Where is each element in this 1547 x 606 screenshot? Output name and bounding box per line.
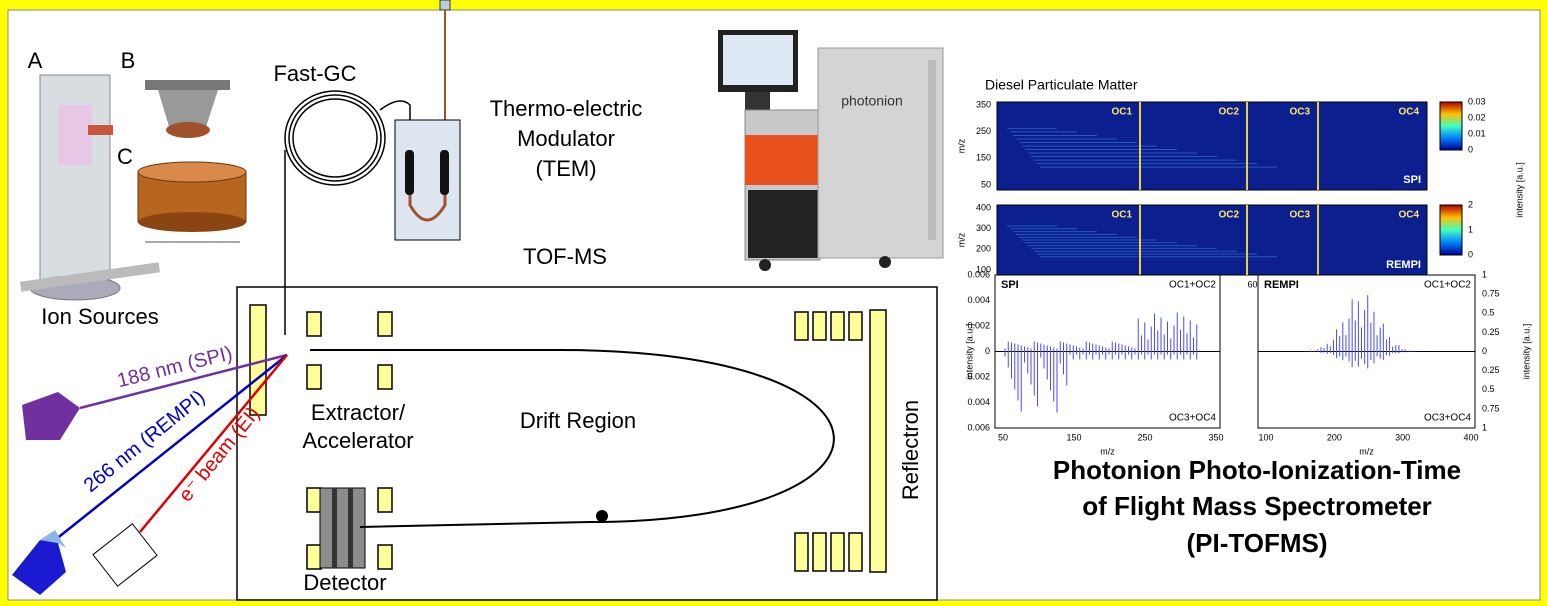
tem-box [394, 119, 461, 241]
colorbar-tick: 0 [1468, 249, 1473, 259]
segment-label: OC1+OC2 [1424, 280, 1471, 291]
tem-label: Modulator [517, 126, 615, 151]
caption: (PI-TOFMS) [1186, 528, 1327, 558]
y-tick-label: 0.25 [1482, 327, 1500, 337]
tem-loop [408, 150, 447, 222]
extractor-label: Extractor/ [311, 400, 406, 425]
x-tick-label: 600 [1247, 279, 1262, 289]
y-tick-label: 0.004 [967, 397, 990, 407]
label-a: A [28, 48, 43, 73]
drift-region-label: Drift Region [520, 408, 636, 433]
colorbar-tick: 2 [1468, 199, 1473, 209]
colorbar-tick: 0.03 [1468, 96, 1486, 106]
y-tick-label: 0.5 [1482, 384, 1495, 394]
tem-element [405, 150, 414, 195]
segment-label: OC3+OC4 [1424, 413, 1471, 424]
y-tick-label: 0.75 [1482, 403, 1500, 413]
segment-label: OC3 [1289, 210, 1310, 221]
y-tick-label: 300 [976, 223, 991, 233]
y-tick-label: 250 [976, 126, 991, 136]
tem-label: (TEM) [535, 156, 596, 181]
extractor-label: Accelerator [302, 428, 413, 453]
tem-element [440, 150, 449, 195]
y-tick-label: 150 [976, 153, 991, 163]
y-tick-label: 0.5 [1482, 308, 1495, 318]
y-axis-label: intensity [a.u.] [964, 324, 974, 380]
colorbar [1439, 101, 1463, 151]
segment-label: OC3 [1289, 107, 1310, 118]
y-tick-label: 400 [976, 202, 991, 212]
y-tick-label: 0.002 [967, 371, 990, 381]
x-tick-label: 50 [998, 432, 1008, 442]
colorbar-tick: 0 [1468, 144, 1473, 154]
colorbar-tick: 0.01 [1468, 128, 1486, 138]
y-tick-label: 0.006 [967, 269, 990, 279]
segment-label: OC1 [1111, 107, 1132, 118]
y-axis-label: m/z [956, 138, 966, 153]
segment-label: OC2 [1218, 107, 1239, 118]
segment-label: OC4 [1398, 210, 1419, 221]
y-tick-label: 1 [1482, 422, 1487, 432]
x-axis-label: m/z [1359, 446, 1374, 456]
reflectron-label: Reflectron [898, 400, 923, 500]
segment-label: OC1+OC2 [1169, 280, 1216, 291]
y-tick-label: 50 [981, 179, 991, 189]
mode-label: REMPI [1386, 259, 1421, 271]
y-tick-label: 100 [976, 264, 991, 274]
colorbar-tick: 0.02 [1468, 112, 1486, 122]
x-tick-label: 400 [1463, 432, 1478, 442]
segment-label: OC4 [1398, 107, 1419, 118]
y-axis-label: intensity [a.u.] [1521, 324, 1531, 380]
y-tick-label: 0 [1482, 346, 1487, 356]
instrument-photo [718, 30, 944, 271]
lasers [12, 353, 288, 595]
inset-title: Diesel Particulate Matter [985, 77, 1138, 93]
x-tick-label: 350 [1208, 432, 1223, 442]
logo: photonion [841, 93, 903, 109]
y-axis-label: m/z [956, 232, 966, 247]
mode-label: SPI [1403, 174, 1421, 186]
colorbar-label: intensity [a.u.] [1514, 162, 1524, 218]
y-tick-label: 0.004 [967, 295, 990, 305]
y-tick-label: 0.002 [967, 320, 990, 330]
fast-gc-label: Fast-GC [273, 61, 356, 86]
y-tick-label: 0 [985, 346, 990, 356]
x-axis-label: m/z [1100, 446, 1115, 456]
caption: Photonion Photo-Ionization-Time [1053, 455, 1461, 485]
tof-ms-label: TOF-MS [523, 244, 607, 269]
y-tick-label: 0.006 [967, 422, 990, 432]
caption: of Flight Mass Spectrometer [1082, 491, 1432, 521]
gc-column [284, 90, 411, 335]
ion-optics [249, 304, 887, 573]
y-tick-label: 1 [1482, 269, 1487, 279]
x-tick-label: 100 [1258, 432, 1273, 442]
x-tick-label: 300 [1395, 432, 1410, 442]
ion-sources-label: Ion Sources [41, 304, 158, 329]
x-tick-label: 250 [1137, 432, 1152, 442]
label-c: C [117, 144, 133, 169]
connector [439, 0, 451, 11]
colorbar-tick: 1 [1468, 224, 1473, 234]
segment-label: OC3+OC4 [1169, 413, 1216, 424]
mode-label: REMPI [1264, 279, 1299, 291]
x-tick-label: 200 [1327, 432, 1342, 442]
segment-label: OC1 [1111, 210, 1132, 221]
colorbar [1439, 204, 1463, 256]
y-tick-label: 0.25 [1482, 365, 1500, 375]
segment-label: OC2 [1218, 210, 1239, 221]
tof-box [236, 286, 938, 601]
y-tick-label: 0.75 [1482, 289, 1500, 299]
y-tick-label: 200 [976, 244, 991, 254]
tem-label: Thermo-electric [490, 96, 643, 121]
detector-label: Detector [303, 570, 386, 595]
x-tick-label: 150 [1066, 432, 1081, 442]
y-tick-label: 350 [976, 99, 991, 109]
inset: OC1 OC2 OC3 OC4SPI35025015050m/z0.030.020.0… [956, 96, 1531, 456]
mode-label: SPI [1001, 279, 1019, 291]
label-b: B [121, 48, 136, 73]
ion-source-photo [19, 74, 247, 301]
